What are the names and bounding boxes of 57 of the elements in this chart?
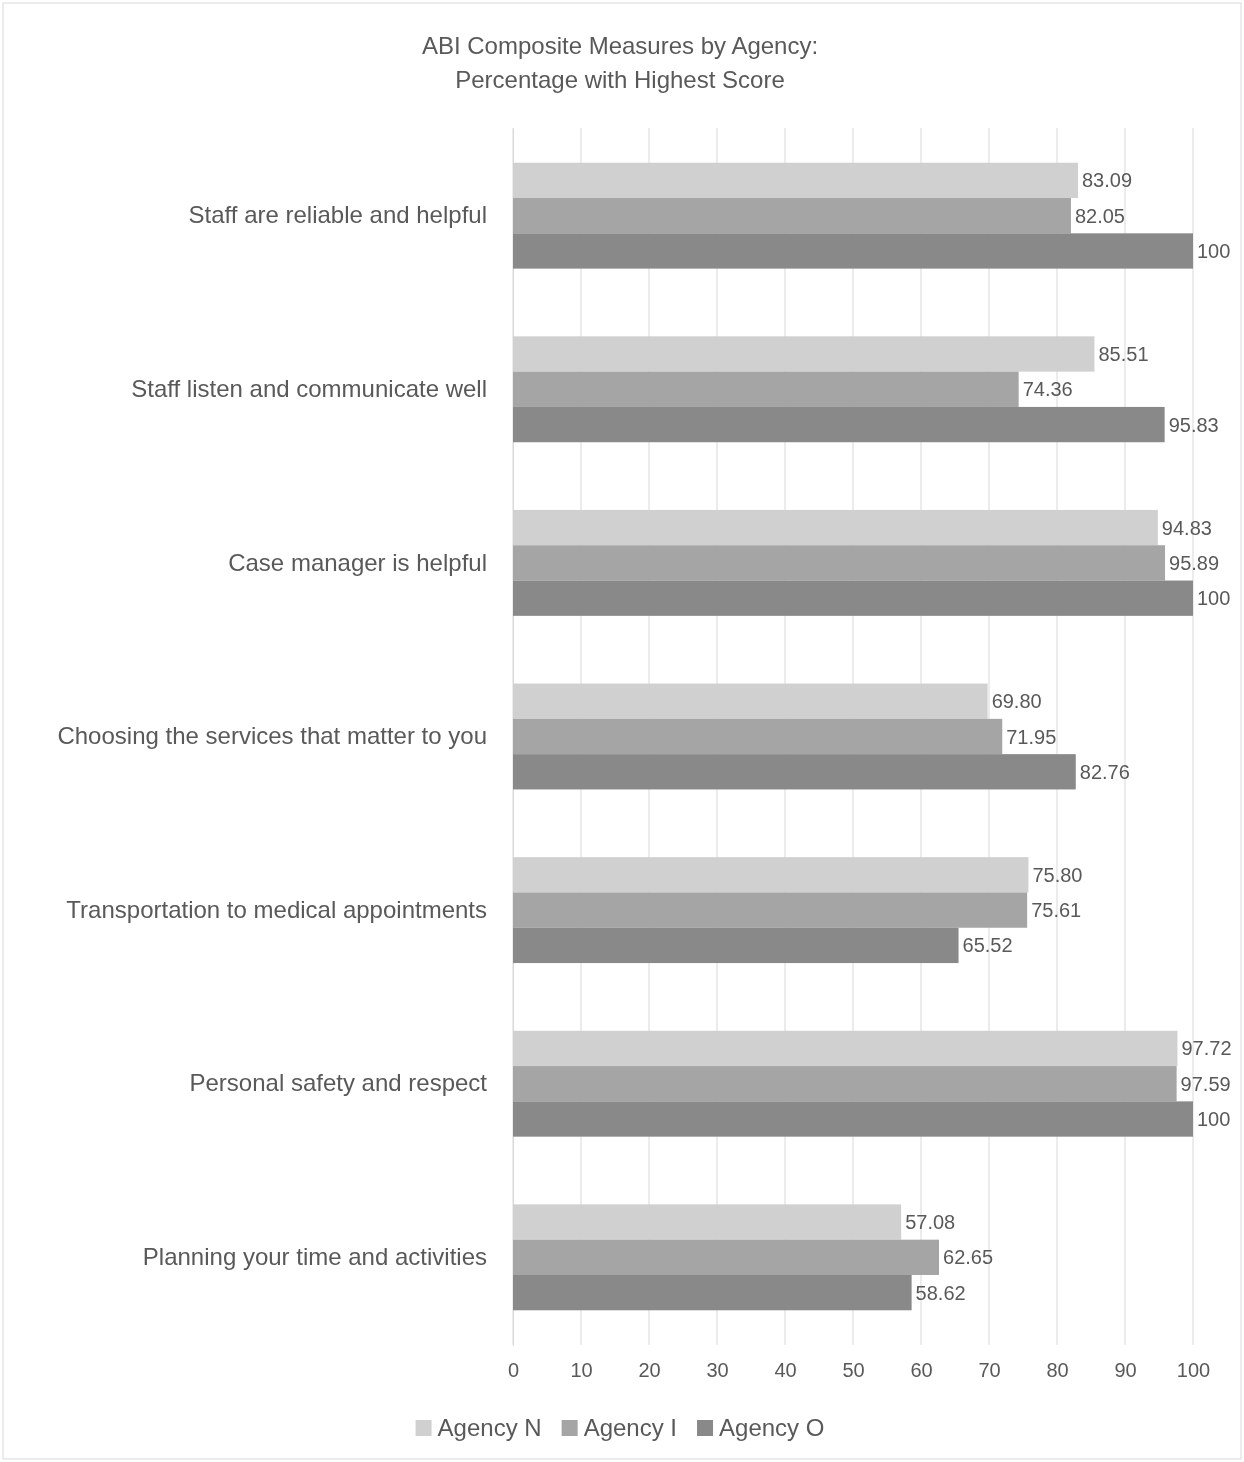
data-label: 82.05 <box>1074 204 1125 227</box>
y-tick-label: Choosing the services that matter to you <box>57 722 487 750</box>
bar <box>513 1239 940 1275</box>
bar <box>513 580 1193 616</box>
y-tick-label: Planning your time and activities <box>142 1243 487 1271</box>
bar <box>513 892 1028 928</box>
bar <box>513 198 1071 234</box>
y-tick-label: Transportation to medical appointments <box>66 895 487 923</box>
y-tick-label: Staff are reliable and helpful <box>188 201 487 229</box>
data-label: 100 <box>1197 1108 1231 1131</box>
bar <box>513 718 1003 755</box>
x-tick-label: 90 <box>1114 1359 1137 1382</box>
x-tick-label: 30 <box>706 1359 729 1382</box>
data-label: 97.59 <box>1180 1072 1231 1095</box>
legend-label: Agency O <box>719 1414 825 1442</box>
x-tick-label: 80 <box>1046 1359 1069 1382</box>
x-tick-label: 60 <box>910 1359 933 1382</box>
legend-label: Agency N <box>437 1414 542 1442</box>
data-label: 57.08 <box>905 1211 956 1234</box>
y-tick-label: Staff listen and communicate well <box>131 374 487 402</box>
data-label: 75.61 <box>1031 899 1082 922</box>
data-label: 75.80 <box>1032 863 1083 886</box>
y-tick-label: Case manager is helpful <box>228 548 487 576</box>
data-label: 95.83 <box>1168 413 1219 436</box>
x-tick-label: 100 <box>1176 1359 1211 1382</box>
legend-label: Agency I <box>583 1414 678 1442</box>
bar <box>513 406 1165 443</box>
x-tick-label: 10 <box>570 1359 593 1382</box>
x-tick-label: 50 <box>842 1359 865 1382</box>
x-tick-label: 70 <box>978 1359 1001 1382</box>
data-label: 65.52 <box>962 934 1013 957</box>
x-tick-label: 0 <box>507 1359 520 1382</box>
y-tick-label: Personal safety and respect <box>189 1069 488 1097</box>
bar <box>513 754 1076 790</box>
data-label: 82.76 <box>1079 760 1130 783</box>
data-label: 85.51 <box>1098 342 1149 365</box>
data-label: 71.95 <box>1006 725 1057 748</box>
bar <box>513 927 959 964</box>
data-label: 58.62 <box>915 1281 966 1304</box>
x-tick-label: 20 <box>638 1359 661 1382</box>
bar <box>513 1066 1177 1102</box>
data-label: 100 <box>1197 239 1231 262</box>
data-label: 83.09 <box>1082 169 1133 192</box>
data-label: 100 <box>1197 587 1231 610</box>
data-label: 74.36 <box>1022 378 1073 401</box>
bar <box>513 371 1019 407</box>
bar <box>513 1274 912 1311</box>
data-label: 94.83 <box>1161 516 1212 539</box>
bar <box>513 545 1166 581</box>
data-label: 62.65 <box>943 1246 994 1269</box>
data-label: 95.89 <box>1169 551 1220 574</box>
bar <box>513 233 1193 269</box>
x-tick-label: 40 <box>774 1359 797 1382</box>
data-label: 97.72 <box>1181 1037 1232 1060</box>
chart-title: ABI Composite Measures by Agency: Percentage with Highest Score <box>421 32 819 93</box>
data-label: 69.80 <box>991 690 1042 713</box>
bar <box>513 1101 1193 1137</box>
